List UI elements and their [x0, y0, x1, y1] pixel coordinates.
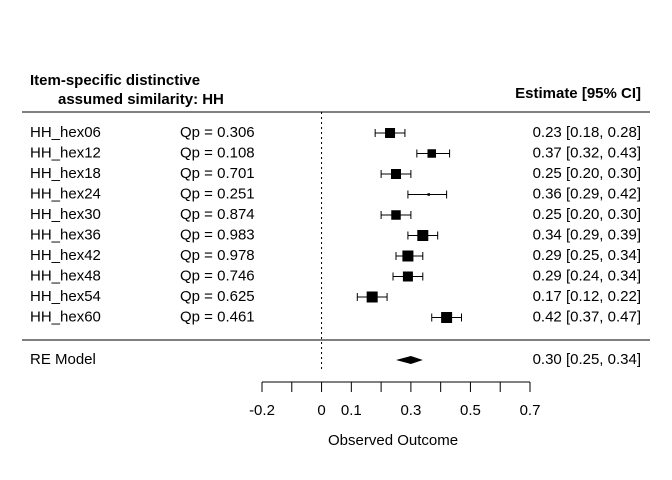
point-estimate [391, 210, 401, 220]
estimate-text: 0.25 [0.20, 0.30] [533, 165, 641, 182]
qp-value: Qp = 0.108 [180, 144, 255, 161]
point-estimate [441, 312, 453, 323]
qp-value: Qp = 0.874 [180, 206, 255, 223]
x-axis-label: Observed Outcome [328, 432, 459, 449]
estimate-text: 0.36 [0.29, 0.42] [533, 185, 641, 202]
point-estimate [417, 230, 429, 241]
study-label: HH_hex30 [30, 206, 101, 223]
plot-title-line2: assumed similarity: HH [58, 91, 224, 108]
x-tick-label: 0.5 [460, 402, 481, 419]
estimate-text: 0.34 [0.29, 0.39] [533, 226, 641, 243]
point-estimate [427, 193, 431, 196]
study-label: HH_hex60 [30, 308, 101, 325]
estimate-text: 0.42 [0.37, 0.47] [533, 308, 641, 325]
x-tick-label: 0 [317, 402, 325, 419]
x-tick-label: -0.2 [249, 402, 275, 419]
estimate-text: 0.29 [0.25, 0.34] [533, 247, 641, 264]
point-estimate [427, 149, 436, 158]
point-estimate [385, 128, 396, 138]
study-label: HH_hex48 [30, 267, 101, 284]
qp-value: Qp = 0.983 [180, 226, 255, 243]
study-label: HH_hex54 [30, 288, 101, 305]
point-estimate [402, 271, 413, 282]
estimate-text: 0.25 [0.20, 0.30] [533, 206, 641, 223]
estimate-text: 0.17 [0.12, 0.22] [533, 288, 641, 305]
qp-value: Qp = 0.746 [180, 267, 255, 284]
qp-value: Qp = 0.461 [180, 308, 255, 325]
qp-value: Qp = 0.978 [180, 247, 255, 264]
study-label: HH_hex12 [30, 144, 101, 161]
x-tick-label: 0.3 [400, 402, 421, 419]
qp-value: Qp = 0.701 [180, 165, 255, 182]
study-label: HH_hex24 [30, 185, 101, 202]
estimate-text: 0.29 [0.24, 0.34] [533, 267, 641, 284]
plot-title-line1: Item-specific distinctive [30, 72, 201, 89]
study-label: HH_hex36 [30, 226, 101, 243]
study-label: HH_hex42 [30, 247, 101, 264]
qp-value: Qp = 0.251 [180, 185, 255, 202]
qp-value: Qp = 0.306 [180, 124, 255, 141]
study-label: HH_hex06 [30, 124, 101, 141]
estimate-text: 0.23 [0.18, 0.28] [533, 124, 641, 141]
x-tick-label: 0.1 [341, 402, 362, 419]
qp-value: Qp = 0.625 [180, 288, 255, 305]
summary-diamond [396, 356, 423, 364]
estimate-column-header: Estimate [95% CI] [515, 85, 641, 102]
point-estimate [366, 291, 378, 303]
summary-estimate-text: 0.30 [0.25, 0.34] [533, 351, 641, 368]
point-estimate [391, 169, 401, 179]
x-tick-label: 0.7 [520, 402, 541, 419]
point-estimate [402, 250, 414, 262]
study-label: HH_hex18 [30, 165, 101, 182]
estimate-text: 0.37 [0.32, 0.43] [533, 144, 641, 161]
summary-label: RE Model [30, 351, 96, 368]
